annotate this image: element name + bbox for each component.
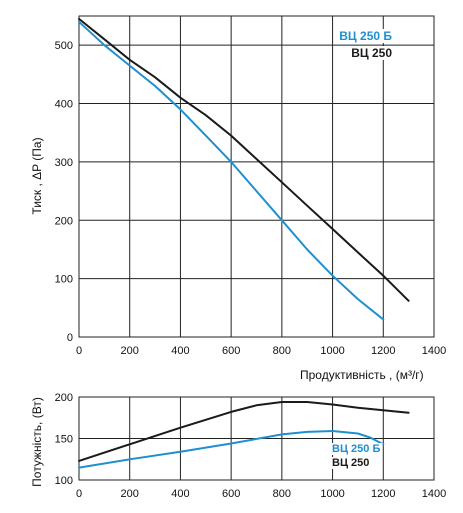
- x-tick-label: 0: [76, 488, 82, 500]
- y-tick-label: 200: [55, 392, 73, 404]
- x-tick-label: 400: [171, 345, 189, 357]
- y-axis-label: Потужність, (Вт): [30, 397, 44, 487]
- chart-panel-1: 0 200 400 600 800 1000 1200 1400 0 100 200 300 400 50…: [30, 15, 446, 382]
- x-tick-label: 1000: [320, 345, 344, 357]
- x-tick-label: 200: [121, 345, 139, 357]
- y-tick-label: 100: [55, 274, 73, 286]
- y-tick-label: 150: [55, 434, 73, 446]
- x-axis-label: Продуктивність , (м³/г): [300, 368, 424, 382]
- x-tick-label: 800: [273, 345, 291, 357]
- legend-entry-background: [349, 46, 395, 60]
- legend-entry: ВЦ 250 Б: [339, 29, 392, 43]
- y-tick-label: 300: [55, 157, 73, 169]
- chart-panel-2: 0 200 400 600 800 1000 1200 1400 100 150 200 Потужн…: [30, 392, 446, 500]
- legend-entry-background: [330, 443, 383, 455]
- y-tick-label: 400: [55, 99, 73, 111]
- series-line-vc-250: [78, 17, 410, 302]
- legend-entry: ВЦ 250 Б: [332, 443, 380, 455]
- series-line-vc-250: [78, 401, 410, 462]
- plot-frame: [78, 396, 435, 481]
- legend-entry-background: [330, 457, 372, 469]
- y-tick-label: 100: [55, 475, 73, 487]
- x-tick-label: 1000: [320, 488, 344, 500]
- x-tick-label: 0: [76, 345, 82, 357]
- legend-entry-background: [337, 29, 395, 43]
- x-tick-label: 200: [121, 488, 139, 500]
- series-line-vc-250-b: [78, 430, 385, 469]
- x-tick-label: 1200: [371, 345, 395, 357]
- y-tick-label: 0: [67, 332, 73, 344]
- x-tick-label: 1200: [371, 488, 395, 500]
- y-tick-label: 500: [55, 40, 73, 52]
- plot-frame: [78, 15, 435, 338]
- x-tick-label: 800: [273, 488, 291, 500]
- y-tick-label: 200: [55, 215, 73, 227]
- x-tick-label: 400: [171, 488, 189, 500]
- legend-entry: ВЦ 250: [332, 457, 369, 469]
- series-line-vc-250-b: [78, 20, 385, 321]
- x-tick-label: 600: [222, 488, 240, 500]
- x-tick-label: 1400: [422, 345, 446, 357]
- y-axis-label: Тиск , ΔP (Па): [30, 137, 44, 214]
- legend-entry: ВЦ 250: [351, 46, 392, 60]
- x-tick-label: 1400: [422, 488, 446, 500]
- x-tick-label: 600: [222, 345, 240, 357]
